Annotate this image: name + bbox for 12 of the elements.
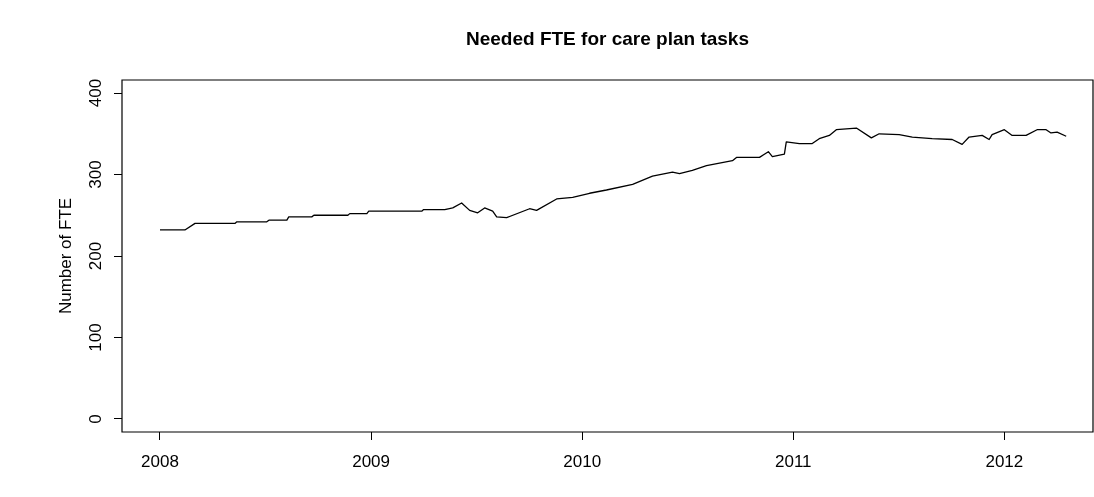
- y-tick-label: 300: [85, 160, 105, 189]
- x-tick-label: 2008: [141, 451, 179, 471]
- x-tick-label: 2011: [774, 451, 812, 471]
- y-tick-label: 100: [85, 323, 105, 352]
- y-tick-label: 400: [85, 78, 105, 108]
- y-tick-label: 0: [85, 414, 105, 424]
- y-tick-label: 200: [85, 241, 105, 271]
- x-tick-label: 2012: [985, 451, 1024, 471]
- chart-title: Needed FTE for care plan tasks: [466, 28, 749, 50]
- x-tick-label: 2010: [563, 451, 602, 471]
- x-tick-label: 2009: [352, 451, 390, 471]
- y-axis-title: Number of FTE: [55, 197, 75, 315]
